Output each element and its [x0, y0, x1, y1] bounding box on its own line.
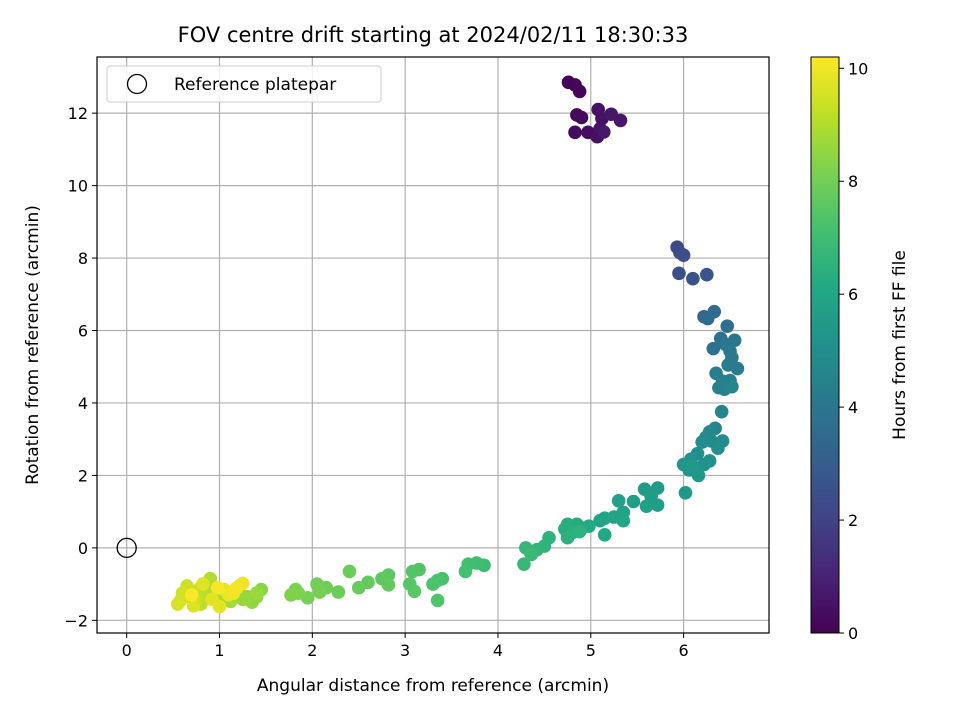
data-point — [229, 581, 244, 596]
data-point — [706, 341, 721, 356]
x-tick-label: 1 — [214, 641, 224, 660]
data-point — [249, 586, 264, 600]
colorbar-tick-label: 10 — [848, 59, 868, 78]
data-point — [184, 588, 199, 602]
data-point — [430, 593, 445, 608]
data-point — [381, 578, 396, 592]
y-tick-label: 10 — [68, 177, 88, 196]
colorbar-tick-label: 6 — [848, 285, 858, 304]
data-point — [210, 580, 225, 595]
legend-box — [106, 65, 382, 103]
legend-label-reference: Reference platepar — [174, 75, 336, 95]
colorbar-tick-label: 0 — [848, 624, 858, 643]
data-point — [676, 248, 691, 262]
data-point — [574, 110, 589, 125]
data-point — [672, 266, 686, 281]
legend: Reference platepar — [106, 65, 382, 103]
y-tick-label: 2 — [78, 466, 88, 485]
data-point — [331, 585, 346, 599]
colorbar-bar — [810, 56, 840, 634]
colorbar-tick-label: 4 — [848, 398, 858, 417]
data-point — [626, 494, 641, 509]
x-tick-label: 4 — [493, 641, 503, 660]
data-point — [560, 530, 575, 545]
data-point — [707, 304, 722, 319]
plot-area-frame — [96, 56, 770, 634]
data-point — [686, 271, 700, 286]
data-point — [616, 513, 631, 528]
data-point — [711, 441, 725, 456]
data-point — [593, 513, 607, 528]
y-axis-ticks: −2 0 2 4 6 8 10 12 — [64, 104, 97, 630]
colorbar: 0 2 4 6 8 10 Hours from first FF file — [810, 56, 910, 643]
y-tick-label: 12 — [68, 104, 88, 123]
data-point — [611, 493, 626, 508]
y-tick-label: −2 — [64, 611, 88, 630]
y-tick-label: 6 — [78, 322, 88, 341]
legend-marker-reference — [126, 73, 148, 95]
data-point — [524, 547, 539, 562]
x-tick-label: 2 — [307, 641, 317, 660]
grid-lines — [97, 57, 769, 633]
data-point — [639, 499, 654, 514]
data-point — [596, 125, 611, 139]
data-point — [196, 577, 210, 591]
x-tick-label: 0 — [122, 641, 132, 660]
data-point — [613, 113, 628, 128]
x-axis-ticks: 0 1 2 3 4 5 6 — [122, 633, 689, 660]
y-tick-label: 4 — [78, 394, 88, 413]
y-tick-label: 8 — [78, 249, 88, 268]
data-point — [342, 564, 357, 579]
colorbar-ticks: 0 2 4 6 8 10 — [839, 59, 868, 643]
data-point — [720, 319, 735, 333]
data-point — [284, 588, 298, 602]
data-point — [721, 358, 735, 372]
data-point — [714, 404, 729, 419]
data-point — [186, 599, 201, 613]
data-point — [212, 599, 227, 614]
data-point — [695, 435, 709, 449]
data-point — [572, 84, 587, 99]
data-point — [407, 584, 422, 599]
data-point — [678, 486, 693, 500]
data-point — [686, 459, 700, 474]
data-point — [597, 528, 612, 542]
colorbar-label: Hours from first FF file — [890, 250, 910, 440]
y-tick-label: 0 — [78, 539, 88, 558]
data-point — [458, 564, 473, 579]
x-tick-label: 6 — [679, 641, 689, 660]
data-point — [572, 524, 587, 539]
x-tick-label: 5 — [586, 641, 596, 660]
x-axis-label: Angular distance from reference (arcmin) — [257, 676, 609, 696]
colorbar-tick-label: 8 — [848, 172, 858, 191]
data-point — [727, 333, 742, 348]
data-point — [405, 564, 420, 579]
data-point — [700, 267, 714, 282]
y-axis-label: Rotation from reference (arcmin) — [23, 205, 43, 485]
data-point — [426, 577, 440, 591]
data-point — [697, 457, 711, 472]
data-point — [351, 580, 366, 595]
data-point — [650, 498, 665, 512]
colorbar-tick-label: 2 — [848, 511, 858, 530]
data-point — [170, 597, 185, 611]
reference-platepar-marker — [116, 537, 137, 559]
chart-title: FOV centre drift starting at 2024/02/11 … — [178, 23, 689, 47]
data-point — [517, 557, 531, 571]
data-point — [568, 125, 582, 140]
data-point — [725, 379, 739, 394]
data-points — [116, 75, 745, 614]
x-tick-label: 3 — [400, 641, 410, 660]
data-point — [312, 585, 327, 599]
